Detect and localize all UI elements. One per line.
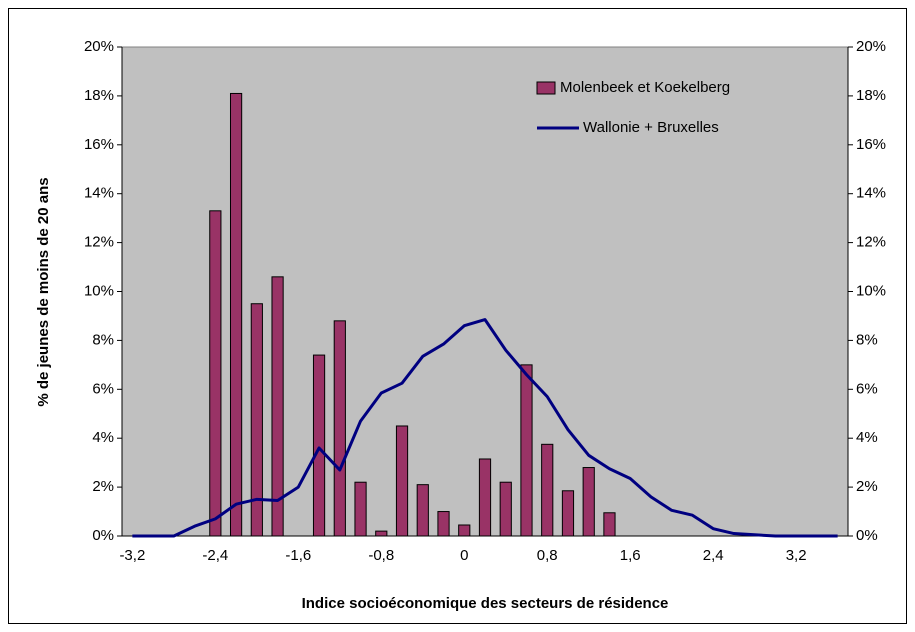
bar [582, 467, 595, 537]
bar [209, 210, 222, 537]
y-tick-label: 20% [84, 38, 114, 55]
y2-tick-label: 18% [856, 87, 886, 104]
x-tick-label: 0,8 [537, 547, 558, 564]
y2-tick-label: 14% [856, 185, 886, 202]
bar [478, 458, 492, 537]
bar [229, 92, 243, 537]
bar [271, 276, 284, 537]
y2-tick-label: 8% [856, 331, 878, 348]
y-tick-label: 2% [92, 478, 114, 495]
plot-area [121, 46, 849, 537]
x-tick-label: -0,8 [368, 547, 394, 564]
y-tick-label: 10% [84, 282, 114, 299]
y-tick-label: 14% [84, 185, 114, 202]
legend-label: Molenbeek et Koekelberg [560, 79, 730, 96]
y2-tick-label: 20% [856, 38, 886, 55]
legend-label: Wallonie + Bruxelles [583, 119, 719, 136]
y-tick-label: 12% [84, 234, 114, 251]
x-axis-label: Indice socioéconomique des secteurs de r… [302, 595, 669, 612]
bar [416, 484, 429, 537]
bar [437, 511, 450, 537]
y-tick-label: 6% [92, 380, 114, 397]
y-tick-label: 4% [92, 429, 114, 446]
x-tick-label: 2,4 [703, 547, 724, 564]
line [132, 318, 838, 538]
x-tick-label: -1,6 [285, 547, 311, 564]
bar [603, 512, 616, 537]
bar [354, 481, 367, 537]
bar [395, 425, 409, 537]
bar [312, 354, 326, 537]
y2-tick-label: 4% [856, 429, 878, 446]
x-tick-label: -2,4 [202, 547, 228, 564]
legend-swatch [536, 81, 556, 95]
y2-tick-label: 12% [856, 234, 886, 251]
y-axis-label: % de jeunes de moins de 20 ans [35, 177, 52, 406]
bar [250, 303, 263, 537]
bar [561, 490, 575, 537]
y-tick-label: 18% [84, 87, 114, 104]
y-tick-label: 16% [84, 136, 114, 153]
bar [499, 481, 512, 537]
bar [541, 443, 554, 537]
y-tick-label: 8% [92, 331, 114, 348]
x-tick-label: 1,6 [620, 547, 641, 564]
x-tick-label: 0 [460, 547, 468, 564]
y2-tick-label: 6% [856, 380, 878, 397]
y2-tick-label: 0% [856, 527, 878, 544]
x-tick-label: -3,2 [119, 547, 145, 564]
bar [458, 524, 471, 537]
bar [375, 530, 388, 537]
y2-tick-label: 10% [856, 282, 886, 299]
y2-tick-label: 2% [856, 478, 878, 495]
y-tick-label: 0% [92, 527, 114, 544]
x-tick-label: 3,2 [786, 547, 807, 564]
bar [520, 364, 533, 537]
y2-tick-label: 16% [856, 136, 886, 153]
bar [333, 320, 346, 537]
